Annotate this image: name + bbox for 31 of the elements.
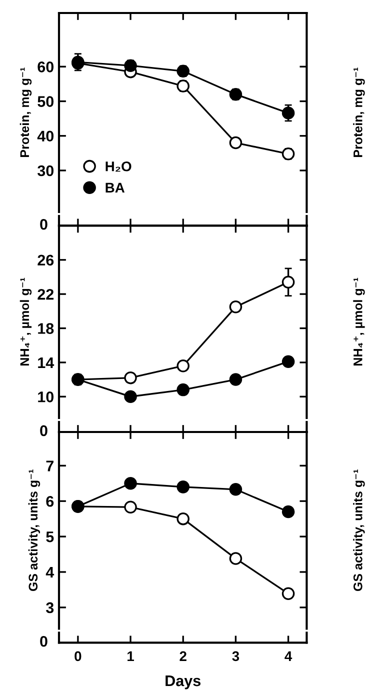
text: 0	[40, 218, 48, 230]
x-axis-title: Days	[166, 676, 200, 690]
x-tick-label: 0	[74, 651, 82, 662]
y-tick-label: 14	[38, 357, 54, 368]
text: 0	[40, 425, 48, 436]
y-tick-label: 26	[38, 254, 54, 266]
text: GS activity, units g⁻¹	[353, 470, 365, 592]
y-tick-label: 10	[38, 392, 54, 402]
y-tick-label: 30	[38, 165, 54, 176]
x-tick-label: 4	[284, 651, 292, 661]
y-axis-title: GS activity, units g⁻¹	[28, 470, 40, 592]
legend-label: H₂O	[106, 161, 132, 172]
y-tick-label: 40	[37, 130, 54, 142]
y-axis-title: Protein, mg g⁻¹	[20, 68, 32, 157]
y-tick-label: 5	[46, 532, 54, 542]
y-tick-label: 3	[46, 602, 54, 614]
x-tick-label: 1	[128, 651, 134, 661]
y-tick-label: 22	[38, 288, 54, 300]
text: 0	[40, 636, 48, 647]
x-tick-label: 2	[180, 651, 186, 661]
y-axis-title: NH₄⁺, µmol g⁻¹	[20, 278, 32, 366]
legend-label: BA	[106, 182, 125, 192]
y-tick-label: 6	[46, 496, 54, 507]
text: Protein, mg g⁻¹	[353, 68, 365, 157]
text: NH₄⁺, µmol g⁻¹	[353, 278, 365, 366]
x-tick-label: 3	[232, 651, 240, 662]
y-tick-label: 60	[38, 62, 54, 72]
y-tick-label: 4	[46, 567, 54, 578]
y-tick-label: 50	[38, 96, 54, 107]
y-tick-label: 7	[46, 460, 54, 472]
y-tick-label: 18	[38, 323, 54, 334]
